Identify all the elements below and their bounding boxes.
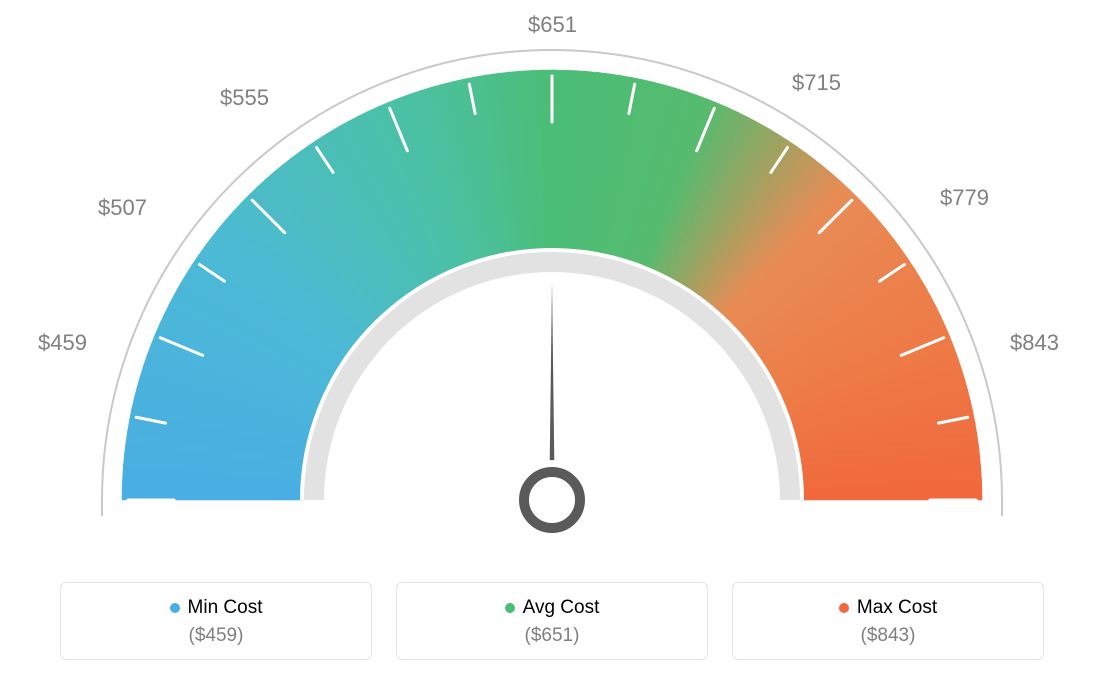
legend-card-min: Min Cost ($459) [60,582,372,660]
legend-label-max: Max Cost [857,597,937,619]
legend-dot-max [839,603,849,613]
legend-label-avg: Avg Cost [523,597,600,619]
legend-value-min: ($459) [71,625,361,647]
cost-gauge-chart: $459 $507 $555 $651 $715 $779 $843 Min Cost ($… [0,0,1104,690]
legend-dot-avg [505,603,515,613]
gauge-tick-label: $715 [792,70,841,96]
gauge-tick-label: $507 [98,195,147,221]
gauge-svg [0,0,1104,570]
gauge-tick-label: $459 [38,330,87,356]
gauge-tick-label: $555 [220,85,269,111]
legend-dot-min [170,603,180,613]
gauge-tick-label: $779 [940,185,989,211]
legend-value-avg: ($651) [407,625,697,647]
legend-row: Min Cost ($459) Avg Cost ($651) Max Cost… [60,582,1044,660]
gauge-tick-label: $843 [1010,330,1059,356]
gauge-tick-label: $651 [528,12,577,38]
legend-card-max: Max Cost ($843) [732,582,1044,660]
legend-label-min: Min Cost [188,597,263,619]
gauge-area: $459 $507 $555 $651 $715 $779 $843 [0,0,1104,570]
legend-card-avg: Avg Cost ($651) [396,582,708,660]
legend-value-max: ($843) [743,625,1033,647]
